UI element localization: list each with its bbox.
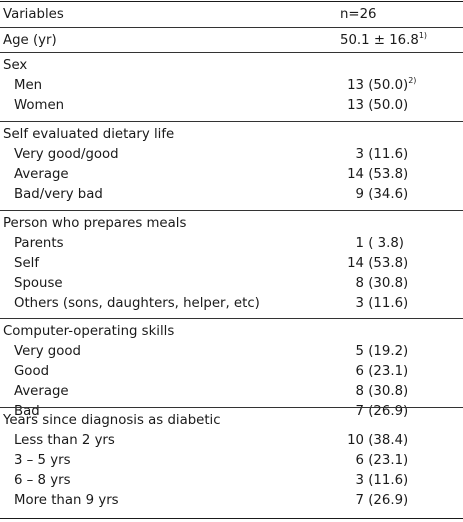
- row-label: Very good: [14, 344, 81, 359]
- age-row: Age (yr) 50.1 ± 16.81): [0, 31, 463, 51]
- row-count: 3: [355, 296, 364, 311]
- row-count: 8: [355, 276, 364, 291]
- group-rule: [0, 121, 463, 122]
- age-label: Age (yr): [3, 33, 57, 48]
- group-rule: [0, 210, 463, 211]
- table-row: Average 8 (30.8): [0, 382, 463, 402]
- row-count: 6: [355, 453, 364, 468]
- table-row: Bad/very bad 9 (34.6): [0, 185, 463, 205]
- top-rule: [0, 1, 463, 2]
- age-footnote: 1): [418, 30, 428, 40]
- row-label: More than 9 yrs: [14, 493, 119, 508]
- table-row: Good 6 (23.1): [0, 362, 463, 382]
- group-rule: [0, 318, 463, 319]
- row-label: Bad/very bad: [14, 187, 103, 202]
- table-row: Self 14 (53.8): [0, 254, 463, 274]
- row-count: 13: [347, 98, 364, 113]
- table-row: Very good/good 3 (11.6): [0, 145, 463, 165]
- row-percent: (11.6): [368, 296, 409, 311]
- row-percent: (34.6): [368, 187, 409, 202]
- row-percent: ( 3.8): [368, 236, 404, 251]
- row-count: 3: [355, 147, 364, 162]
- row-label: Others (sons, daughters, helper, etc): [14, 296, 260, 311]
- group-title: Sex: [3, 58, 28, 73]
- table-row: More than 9 yrs 7 (26.9): [0, 491, 463, 511]
- group-title: Self evaluated dietary life: [3, 127, 175, 142]
- row-count: 7: [355, 404, 364, 419]
- row-count: 8: [355, 384, 364, 399]
- group-title: Computer-operating skills: [3, 324, 175, 339]
- row-percent: (19.2): [368, 344, 409, 359]
- row-count: 14: [347, 256, 364, 271]
- row-label: Spouse: [14, 276, 63, 291]
- row-percent: (50.0): [368, 98, 409, 113]
- variables-header: Variables: [3, 7, 64, 22]
- table-row: 3 – 5 yrs 6 (23.1): [0, 451, 463, 471]
- row-footnote: 2): [408, 75, 417, 85]
- row-percent: (23.1): [368, 364, 409, 379]
- row-label: Self: [14, 256, 39, 271]
- table-row: Spouse 8 (30.8): [0, 274, 463, 294]
- age-value: 50.1 ± 16.8: [340, 33, 419, 48]
- row-count: 14: [347, 167, 364, 182]
- table-row: Men 13 (50.0)2): [0, 76, 463, 96]
- row-count: 10: [347, 433, 364, 448]
- table-row: Less than 2 yrs 10 (38.4): [0, 431, 463, 451]
- row-count: 3: [355, 473, 364, 488]
- row-label: Average: [14, 384, 69, 399]
- table-row: Average 14 (53.8): [0, 165, 463, 185]
- group-title-row: Sex: [0, 56, 463, 76]
- table-row: Others (sons, daughters, helper, etc) 3 (…: [0, 294, 463, 314]
- row-percent: (30.8): [368, 276, 409, 291]
- row-count: 5: [355, 344, 364, 359]
- row-count: 1: [355, 236, 364, 251]
- row-percent: (53.8): [368, 256, 409, 271]
- row-percent: (26.9): [368, 493, 409, 508]
- row-percent: (11.6): [368, 473, 409, 488]
- row-percent: (38.4): [368, 433, 409, 448]
- table-row: Parents 1 ( 3.8): [0, 234, 463, 254]
- group-title-row: Computer-operating skills: [0, 322, 463, 342]
- group-rule: [0, 52, 463, 53]
- group-title-row: Self evaluated dietary life: [0, 125, 463, 145]
- row-label: Men: [14, 78, 43, 93]
- row-count: 9: [355, 187, 364, 202]
- row-label: Good: [14, 364, 50, 379]
- row-percent: (11.6): [368, 147, 409, 162]
- row-label: 6 – 8 yrs: [14, 473, 71, 488]
- row-label: Very good/good: [14, 147, 119, 162]
- header-rule: [0, 27, 463, 28]
- group-rule: [0, 407, 463, 408]
- row-label: Less than 2 yrs: [14, 433, 115, 448]
- row-label: Women: [14, 98, 65, 113]
- row-percent: (23.1): [368, 453, 409, 468]
- row-percent: (30.8): [368, 384, 409, 399]
- group-title: Person who prepares meals: [3, 216, 187, 231]
- row-percent: (53.8): [368, 167, 409, 182]
- row-label: Average: [14, 167, 69, 182]
- n-header: n=26: [340, 7, 377, 22]
- row-count: 13: [347, 78, 364, 93]
- row-percent: (50.0): [368, 78, 409, 93]
- header-row: Variables n=26: [0, 5, 463, 25]
- group-title-row: Person who prepares meals: [0, 214, 463, 234]
- row-count: 7: [355, 493, 364, 508]
- row-count: 6: [355, 364, 364, 379]
- group-title-row: Years since diagnosis as diabetic: [0, 411, 463, 431]
- row-label: Parents: [14, 236, 64, 251]
- bottom-rule: [0, 518, 463, 519]
- table-row: Very good 5 (19.2): [0, 342, 463, 362]
- row-label: 3 – 5 yrs: [14, 453, 71, 468]
- table-row: Women 13 (50.0): [0, 96, 463, 116]
- table-row: 6 – 8 yrs 3 (11.6): [0, 471, 463, 491]
- group-title: Years since diagnosis as diabetic: [3, 413, 221, 428]
